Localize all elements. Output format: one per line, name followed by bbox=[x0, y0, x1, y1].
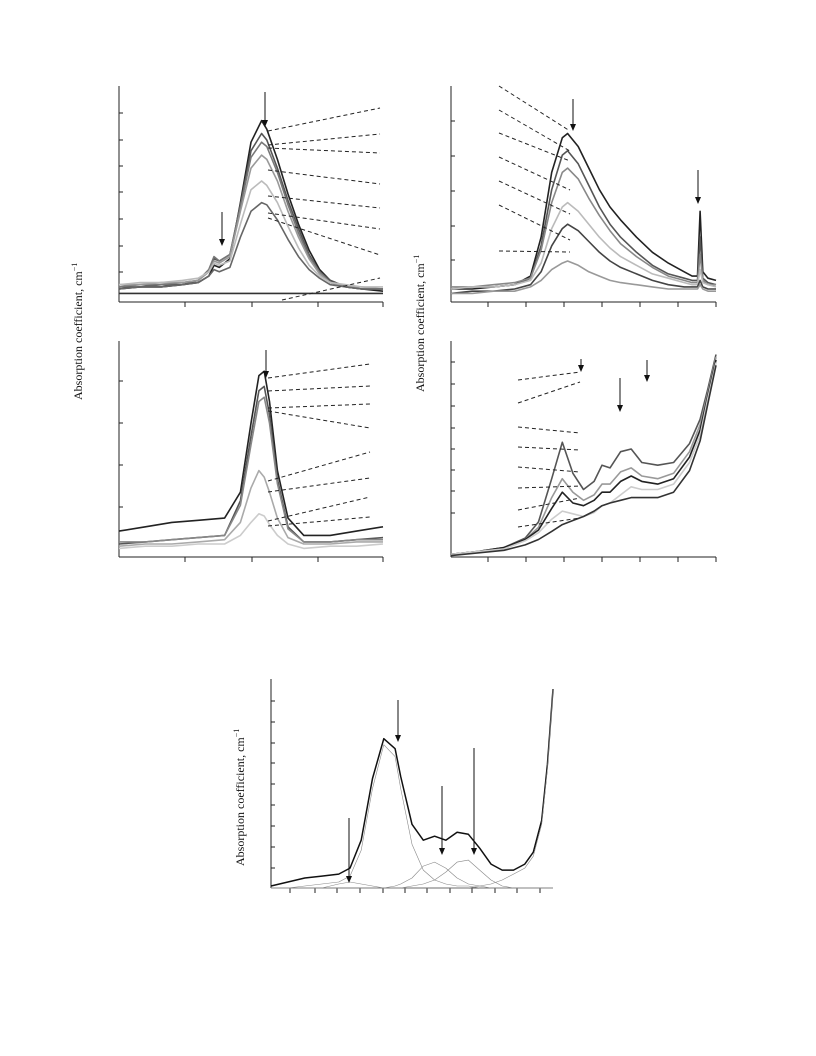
series-line-5 bbox=[118, 513, 384, 550]
leader-line bbox=[517, 371, 581, 381]
peak-arrow-head bbox=[695, 197, 701, 204]
series-line-1 bbox=[118, 370, 384, 537]
series-line-2 bbox=[118, 385, 384, 545]
series-line-6 bbox=[118, 201, 383, 290]
series-line-6 bbox=[451, 260, 716, 295]
peak-arrow-head bbox=[644, 375, 650, 382]
leader-line bbox=[267, 212, 381, 230]
leader-line bbox=[498, 180, 571, 215]
leader-line bbox=[267, 169, 381, 185]
leader-line bbox=[517, 497, 581, 511]
leader-line bbox=[267, 195, 381, 209]
leader-line bbox=[267, 451, 371, 482]
series-line-4 bbox=[450, 201, 717, 290]
peak-arrow-head bbox=[262, 120, 268, 127]
chart-panel-5 bbox=[270, 679, 554, 893]
leader-line bbox=[517, 517, 581, 528]
leader-line bbox=[517, 466, 581, 473]
chart-panel-4 bbox=[450, 341, 717, 562]
series-line-5 bbox=[271, 859, 553, 889]
series-line-1 bbox=[451, 132, 717, 290]
leader-line bbox=[267, 516, 371, 527]
leader-line bbox=[267, 217, 381, 256]
leader-line bbox=[517, 426, 581, 434]
peak-arrow-head bbox=[471, 848, 477, 855]
peak-arrow-head bbox=[578, 365, 584, 372]
leader-line bbox=[517, 381, 581, 404]
series-line-5 bbox=[450, 365, 717, 557]
series-line-3 bbox=[119, 396, 383, 543]
series-line-4 bbox=[118, 469, 383, 547]
series-line-2 bbox=[271, 744, 553, 889]
series-line-1 bbox=[118, 119, 384, 292]
peak-arrow-head bbox=[570, 124, 576, 131]
leader-line bbox=[267, 403, 371, 409]
peak-arrow-head bbox=[263, 371, 269, 378]
chart-panel-3 bbox=[118, 341, 384, 562]
leader-line bbox=[267, 147, 381, 154]
series-line-6 bbox=[271, 688, 554, 889]
chart-panel-2 bbox=[450, 85, 717, 307]
leader-line bbox=[498, 204, 571, 241]
leader-line bbox=[517, 485, 581, 489]
peak-arrow-head bbox=[395, 735, 401, 742]
peak-arrow-head bbox=[219, 239, 225, 246]
leader-line bbox=[517, 446, 581, 451]
chart-panel-1 bbox=[118, 86, 384, 307]
leader-line bbox=[267, 410, 371, 429]
peak-arrow-head bbox=[439, 848, 445, 855]
peak-arrow-head bbox=[617, 405, 623, 412]
leader-line bbox=[281, 277, 381, 301]
leader-line bbox=[498, 250, 571, 253]
series-line-1 bbox=[450, 354, 717, 556]
peak-arrow-head bbox=[346, 876, 352, 883]
series-line-1 bbox=[270, 688, 554, 887]
series-line-3 bbox=[450, 359, 717, 556]
series-line-2 bbox=[450, 357, 717, 556]
leader-line bbox=[498, 156, 571, 191]
series-line-5 bbox=[118, 180, 383, 288]
leader-line bbox=[267, 477, 371, 493]
leader-line bbox=[498, 85, 571, 132]
leader-line bbox=[267, 385, 371, 392]
leader-line bbox=[498, 132, 571, 162]
series-line-4 bbox=[119, 154, 384, 290]
leader-line bbox=[267, 133, 381, 146]
leader-line bbox=[267, 363, 371, 379]
series-line-3 bbox=[118, 141, 383, 290]
leader-line bbox=[267, 496, 371, 522]
series-line-5 bbox=[450, 223, 716, 295]
leader-line bbox=[267, 107, 381, 132]
series-line-4 bbox=[271, 861, 553, 889]
